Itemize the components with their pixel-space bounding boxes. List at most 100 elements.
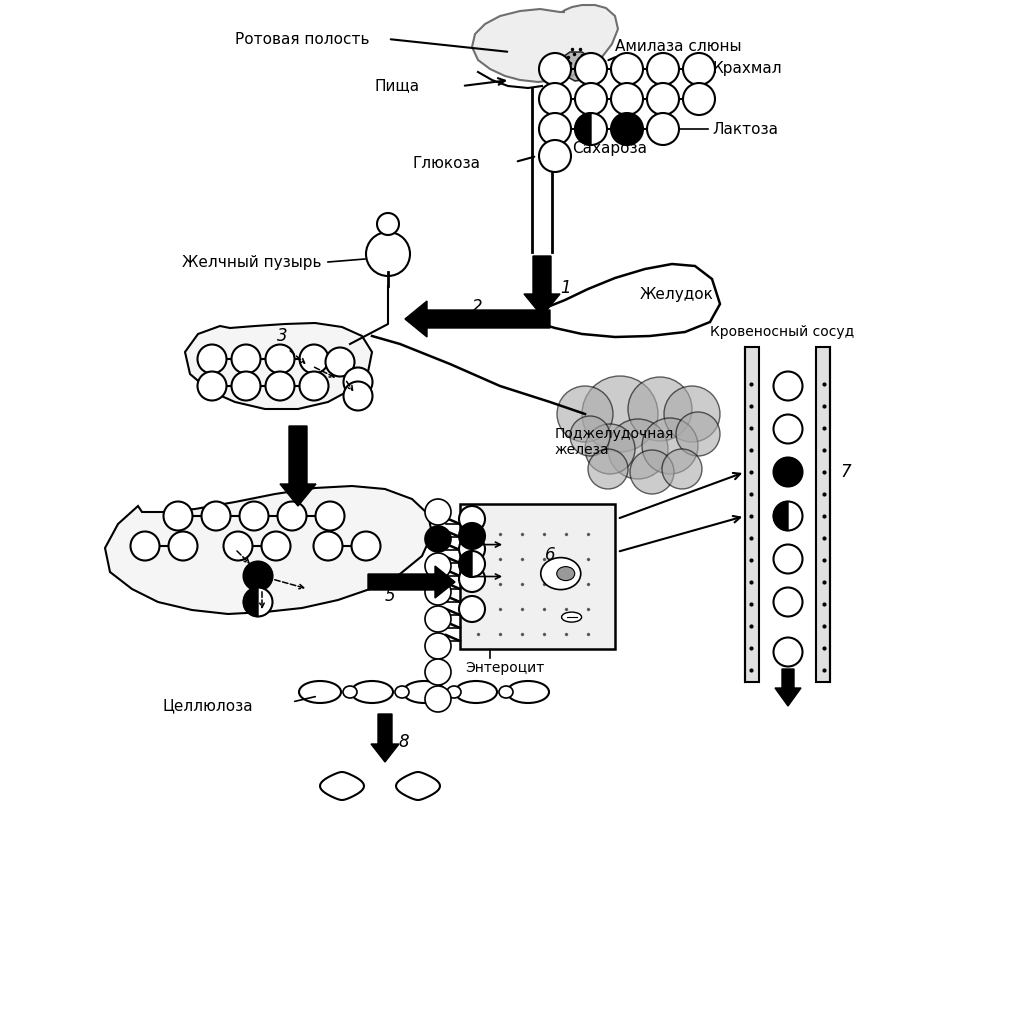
Text: 5: 5 [385,587,395,605]
Circle shape [425,606,451,632]
Ellipse shape [447,686,461,698]
Polygon shape [320,772,364,800]
Circle shape [231,344,261,374]
Text: Поджелудочная
железа: Поджелудочная железа [555,427,675,457]
Circle shape [300,344,329,374]
Circle shape [459,536,485,562]
Circle shape [575,113,607,145]
Text: 1: 1 [560,279,571,297]
Polygon shape [522,264,720,337]
Polygon shape [405,301,550,337]
Ellipse shape [507,681,549,703]
Circle shape [539,113,571,145]
Text: Целлюлоза: Целлюлоза [162,698,253,714]
Circle shape [773,588,802,616]
Bar [816,347,830,682]
Circle shape [539,53,571,85]
Circle shape [266,344,295,374]
Ellipse shape [455,681,497,703]
Text: Энтероцит: Энтероцит [465,662,544,675]
Circle shape [425,526,451,552]
Polygon shape [368,566,455,598]
Circle shape [459,596,485,622]
Bar [745,347,759,682]
Polygon shape [185,323,372,409]
Text: Крахмал: Крахмал [712,61,782,77]
Circle shape [773,458,802,486]
Circle shape [197,344,227,374]
Circle shape [582,376,658,452]
Polygon shape [396,772,440,800]
Circle shape [425,499,451,525]
Ellipse shape [403,681,445,703]
Circle shape [300,372,329,400]
Circle shape [575,83,607,115]
Polygon shape [775,669,801,706]
Circle shape [773,638,802,667]
Text: 8: 8 [398,733,409,751]
Ellipse shape [541,558,580,590]
Ellipse shape [395,686,409,698]
Circle shape [662,449,702,489]
Circle shape [377,213,400,234]
Circle shape [243,588,272,616]
Circle shape [425,633,451,659]
Ellipse shape [499,686,514,698]
Circle shape [664,386,720,442]
Circle shape [557,386,613,442]
Circle shape [425,553,451,579]
Text: 7: 7 [840,463,850,481]
Circle shape [266,372,295,400]
Polygon shape [459,551,472,577]
Text: 3: 3 [276,327,288,345]
Circle shape [773,545,802,573]
Text: 6: 6 [545,546,556,564]
Circle shape [366,232,410,276]
Text: Кровеносный сосуд: Кровеносный сосуд [710,325,854,339]
Polygon shape [555,52,595,81]
Circle shape [647,113,679,145]
Circle shape [313,531,342,560]
Circle shape [588,449,627,489]
Circle shape [676,412,720,456]
Circle shape [459,551,485,577]
Circle shape [315,502,344,530]
Ellipse shape [343,686,357,698]
Circle shape [425,579,451,605]
Circle shape [168,531,197,560]
Ellipse shape [562,612,581,623]
Circle shape [343,382,373,411]
Circle shape [773,502,802,530]
Circle shape [683,83,715,115]
Circle shape [459,506,485,532]
Polygon shape [280,426,316,506]
Text: 4: 4 [177,543,187,561]
Text: Сахароза: Сахароза [572,141,647,157]
Polygon shape [472,5,618,82]
Text: Амилаза слюны: Амилаза слюны [615,39,741,53]
Circle shape [608,419,668,479]
Text: 2: 2 [472,298,483,316]
Circle shape [425,686,451,712]
Text: Желудок: Желудок [640,287,714,301]
Circle shape [627,377,692,441]
Circle shape [539,140,571,172]
Circle shape [326,347,354,377]
Circle shape [425,659,451,685]
Polygon shape [371,714,400,762]
Circle shape [683,53,715,85]
Text: Глюкоза: Глюкоза [412,157,480,171]
Polygon shape [524,256,560,316]
Circle shape [243,561,272,591]
Ellipse shape [557,566,575,581]
Circle shape [130,531,159,560]
Circle shape [575,53,607,85]
Text: Пища: Пища [375,79,420,93]
Circle shape [197,372,227,400]
Circle shape [459,523,485,549]
Circle shape [642,418,698,474]
Circle shape [647,83,679,115]
Circle shape [539,83,571,115]
Circle shape [570,416,610,456]
Circle shape [773,415,802,443]
